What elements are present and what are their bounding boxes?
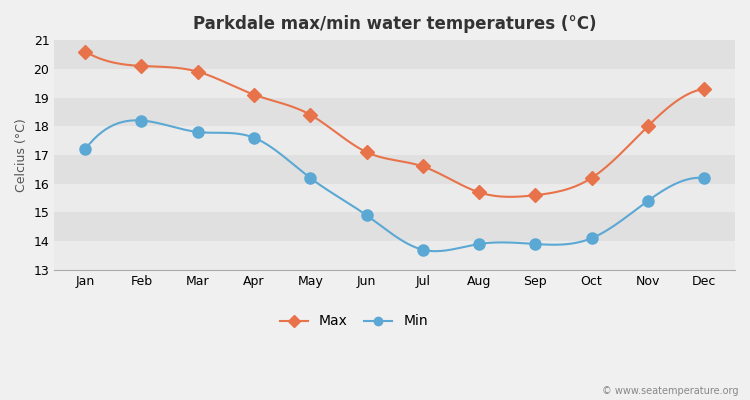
Bar [54, 69, 735, 98]
Legend: Max, Min: Max, Min [274, 309, 434, 334]
Bar [54, 155, 735, 184]
Y-axis label: Celcius (°C): Celcius (°C) [15, 118, 28, 192]
Bar [54, 126, 735, 155]
Text: © www.seatemperature.org: © www.seatemperature.org [602, 386, 739, 396]
Bar [54, 40, 735, 69]
Bar [54, 184, 735, 212]
Bar [54, 212, 735, 241]
Bar [54, 241, 735, 270]
Bar [54, 98, 735, 126]
Title: Parkdale max/min water temperatures (°C): Parkdale max/min water temperatures (°C) [193, 15, 596, 33]
